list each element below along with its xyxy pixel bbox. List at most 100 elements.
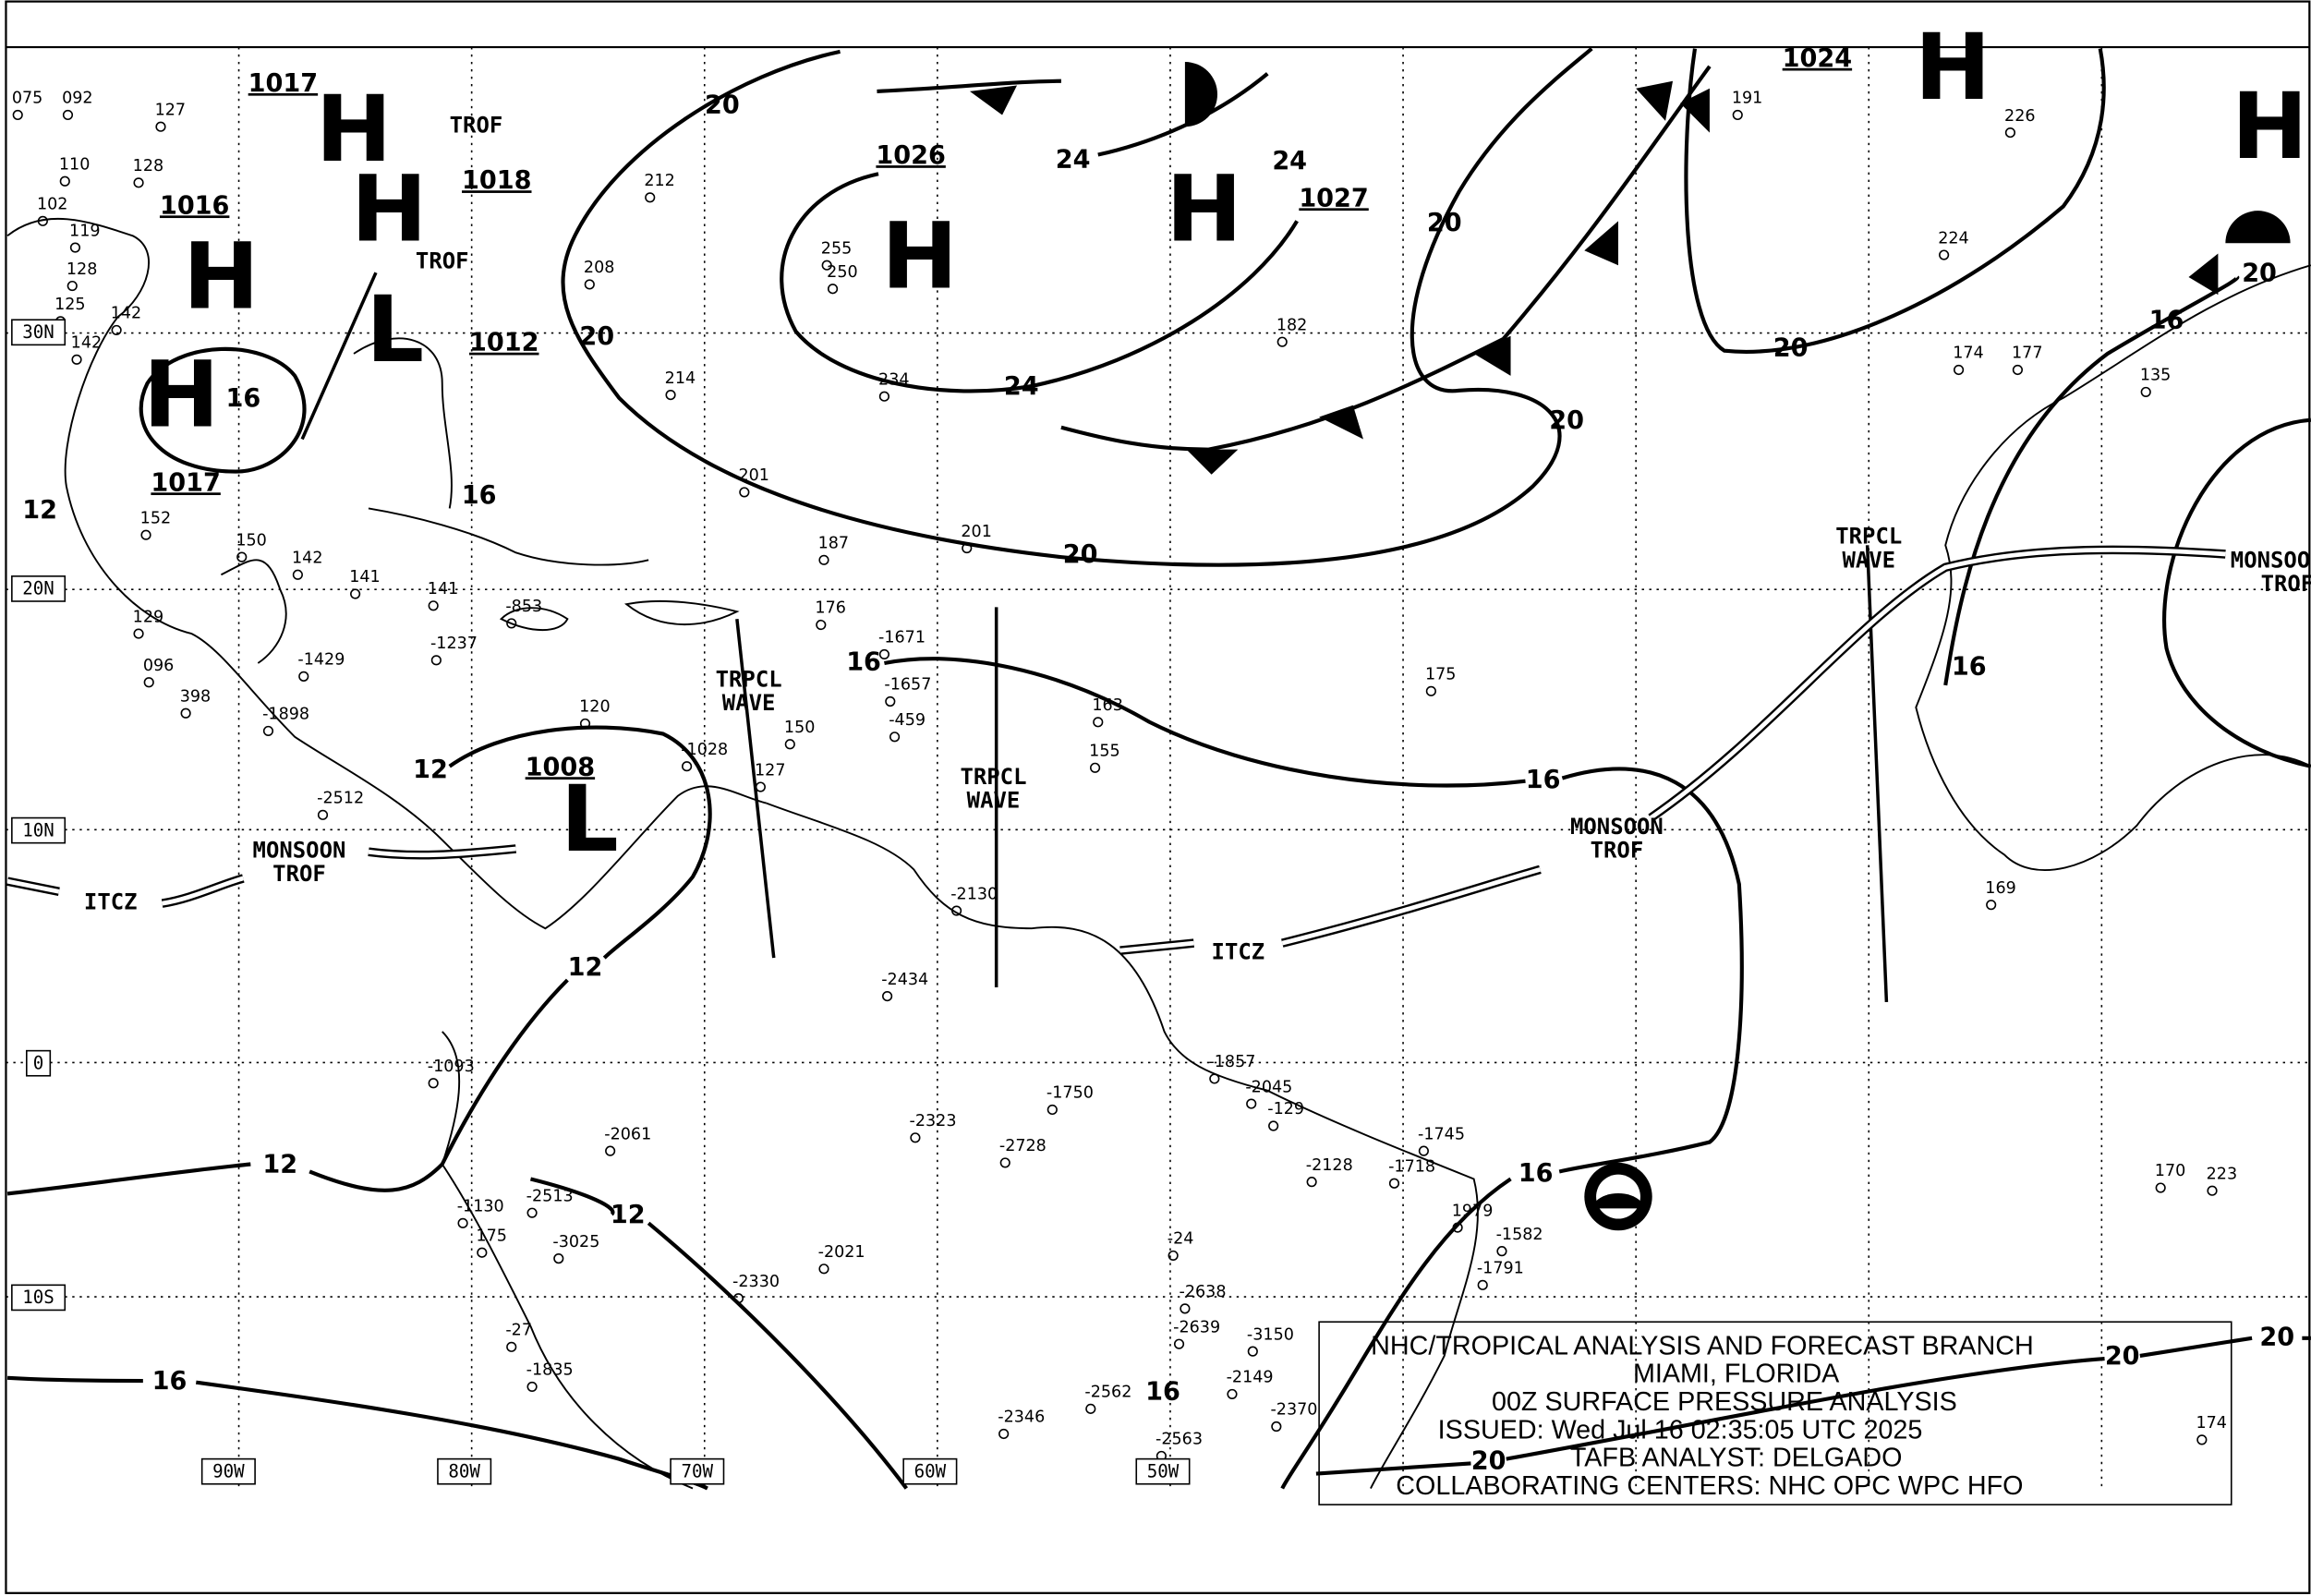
station-marker-icon — [553, 1253, 564, 1264]
lon-label: 70W — [682, 1460, 714, 1481]
station-value: 096 — [143, 657, 175, 675]
station-value: 125 — [54, 296, 86, 314]
station-marker-icon — [1954, 364, 1965, 376]
station-marker-icon — [1452, 1222, 1463, 1233]
station-value: -2021 — [818, 1243, 865, 1262]
station-marker-icon — [1986, 900, 1997, 911]
station-value: 191 — [1732, 90, 1762, 108]
station-value: 142 — [292, 550, 323, 568]
tropical-wave-label: WAVE — [967, 787, 1021, 813]
station-marker-icon — [506, 618, 517, 629]
station-value: 224 — [1938, 229, 1969, 248]
lat-label: 0 — [33, 1053, 44, 1074]
station-value: -2512 — [317, 790, 364, 808]
station-value: 119 — [69, 222, 100, 240]
station-marker-icon — [1271, 1421, 1282, 1433]
high-pressure-value: 1016 — [160, 191, 229, 220]
station-marker-icon — [645, 192, 656, 203]
station-value: 127 — [155, 101, 187, 119]
station-marker-icon — [155, 121, 166, 132]
itcz-monsoon-trough — [6, 545, 2226, 955]
low-center: L — [561, 767, 619, 873]
station-value: 170 — [2155, 1162, 2186, 1180]
station-marker-icon — [37, 215, 48, 226]
station-value: 155 — [1089, 743, 1120, 761]
station-value: 163 — [1092, 696, 1123, 715]
tropical-wave-label: TRPCL — [1835, 524, 1902, 550]
isobar-label: 20 — [2105, 1342, 2140, 1371]
station-marker-icon — [430, 655, 442, 666]
station-marker-icon — [317, 809, 329, 820]
station-value: -2563 — [1156, 1431, 1203, 1449]
high-center: H — [351, 156, 428, 262]
station-marker-icon — [2155, 1182, 2166, 1193]
station-marker-icon — [755, 781, 766, 792]
isobar-label: 20 — [705, 91, 740, 119]
station-value: -2513 — [526, 1187, 574, 1205]
station-marker-icon — [878, 648, 890, 660]
station-marker-icon — [784, 739, 795, 750]
info-location: MIAMI, FLORIDA — [1633, 1360, 1840, 1389]
station-marker-icon — [1047, 1104, 1058, 1116]
high-pressure-value: 1018 — [462, 166, 531, 195]
station-marker-icon — [910, 1132, 921, 1143]
station-value: -853 — [505, 598, 542, 616]
station-marker-icon — [69, 242, 81, 253]
station-marker-icon — [1093, 717, 1104, 728]
tropical-wave-label: TRPCL — [960, 764, 1026, 790]
station-value: 142 — [71, 334, 103, 353]
station-marker-icon — [457, 1217, 468, 1228]
monsoon-trough-label: TROF — [272, 861, 326, 887]
station-value: 092 — [62, 90, 93, 108]
station-marker-icon — [998, 1428, 1010, 1440]
trof-label: TROF — [416, 248, 469, 273]
station-marker-icon — [579, 718, 591, 730]
station-value: 129 — [133, 608, 164, 626]
isobar-label: 20 — [2242, 259, 2277, 287]
station-marker-icon — [1209, 1073, 1220, 1084]
station-marker-icon — [133, 628, 144, 639]
station-marker-icon — [821, 260, 832, 271]
station-value: 212 — [644, 172, 675, 190]
station-value: -1898 — [262, 706, 309, 724]
station-marker-icon — [951, 905, 962, 916]
station-value: -1750 — [1047, 1084, 1094, 1103]
station-value: 234 — [878, 370, 910, 389]
station-value: -3150 — [1247, 1325, 1294, 1344]
station-value: -2370 — [1270, 1401, 1317, 1420]
station-value: 214 — [665, 369, 696, 388]
station-marker-icon — [1268, 1120, 1279, 1131]
isobar-label: 16 — [846, 648, 881, 677]
station-value: -2434 — [881, 971, 928, 989]
grid-labels: 30N 20N 10N 0 10S 90W 80W 70W 60W 50W — [11, 319, 1191, 1485]
isobar-label: 12 — [22, 496, 57, 525]
info-analyst: TAFB ANALYST: DELGADO — [1570, 1444, 1903, 1473]
isobar-label: 16 — [152, 1367, 188, 1396]
station-marker-icon — [827, 284, 839, 295]
station-marker-icon — [1227, 1388, 1238, 1399]
station-value: 187 — [818, 535, 850, 553]
info-issued: ISSUED: Wed Jul 16 02:35:05 UTC 2025 — [1438, 1415, 1923, 1445]
station-marker-icon — [2004, 127, 2016, 139]
station-marker-icon — [1180, 1303, 1191, 1314]
station-marker-icon — [665, 390, 676, 401]
station-value: -2149 — [1227, 1369, 1274, 1387]
station-marker-icon — [999, 1157, 1010, 1168]
monsoon-trough-label: MONSOON — [1570, 814, 1664, 840]
itcz-label: ITCZ — [84, 889, 138, 914]
itcz-label: ITCZ — [1212, 939, 1265, 965]
isobar-label: 16 — [462, 481, 497, 510]
station-marker-icon — [67, 280, 78, 292]
station-value: -2061 — [604, 1125, 651, 1143]
station-marker-icon — [1168, 1250, 1179, 1262]
station-marker-icon — [1089, 762, 1101, 773]
station-value: 250 — [827, 263, 858, 282]
station-marker-icon — [428, 600, 439, 611]
lon-label: 60W — [914, 1460, 947, 1481]
station-marker-icon — [350, 588, 361, 599]
station-value: -1791 — [1477, 1260, 1524, 1278]
station-value: -2330 — [732, 1273, 780, 1291]
isobar-label: 20 — [1427, 209, 1462, 237]
station-marker-icon — [2196, 1434, 2208, 1445]
